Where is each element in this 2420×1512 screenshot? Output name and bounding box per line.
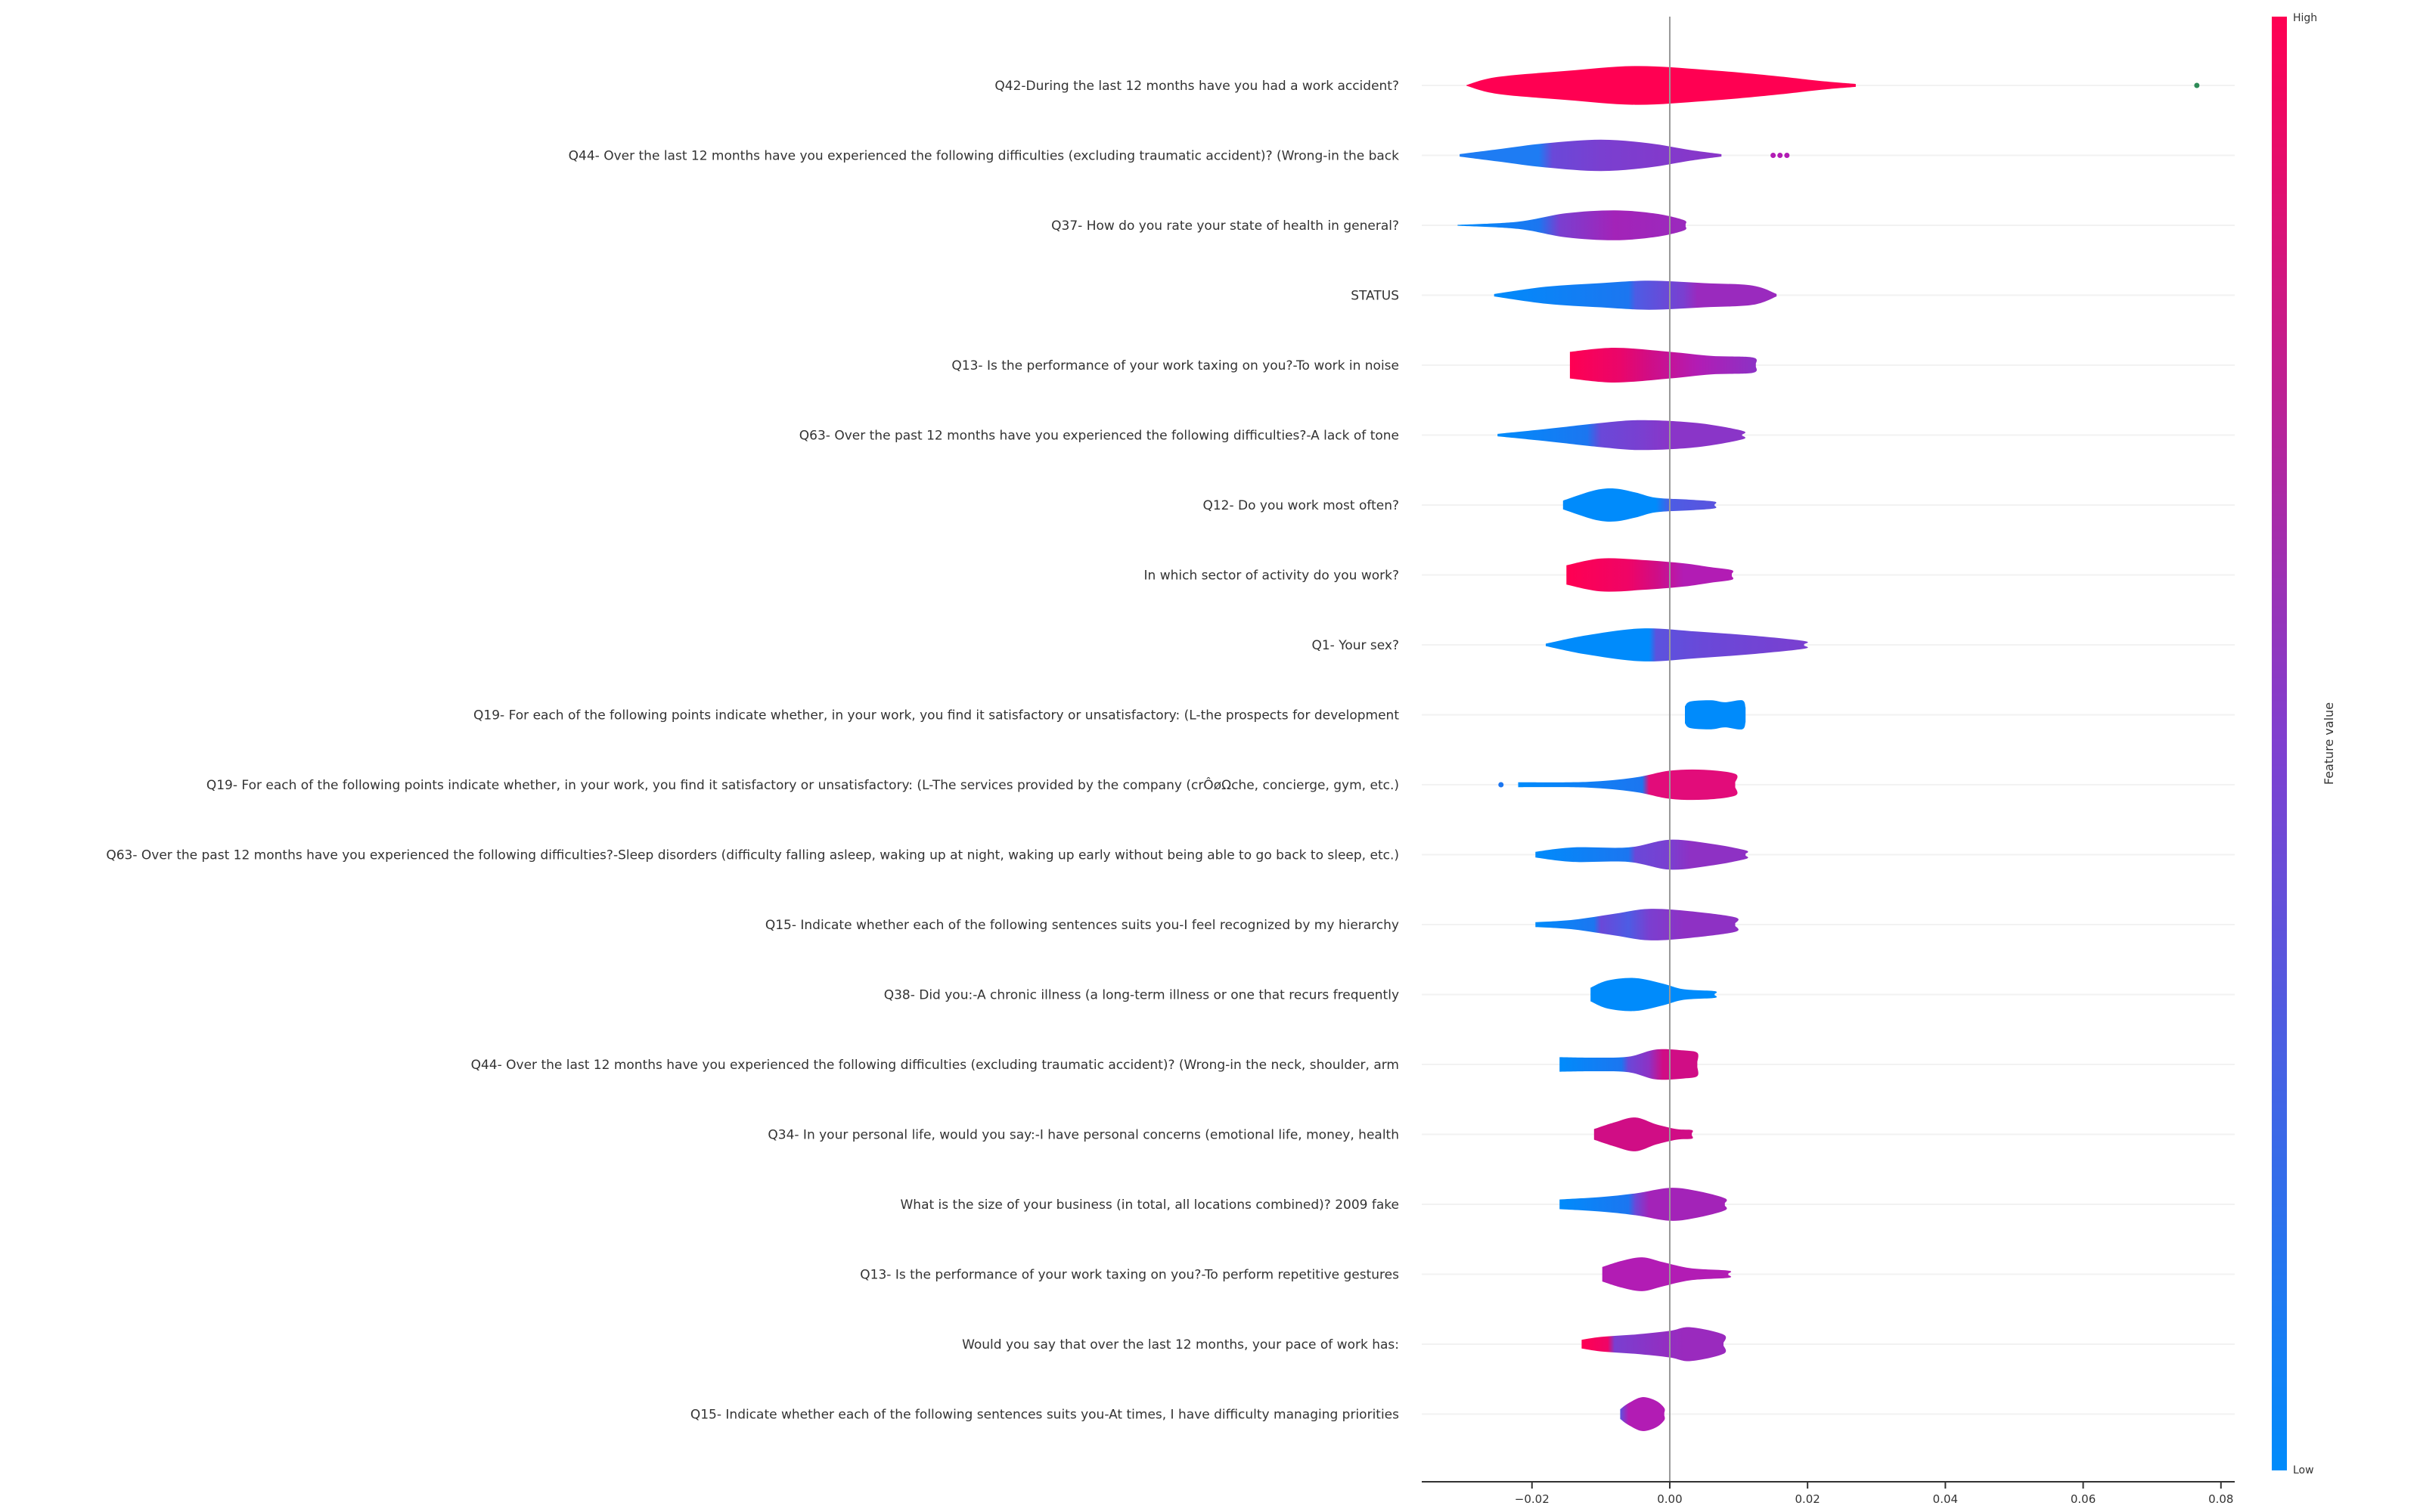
outlier-point — [1784, 153, 1790, 158]
feature-label: Q38- Did you:-A chronic illness (a long-… — [884, 988, 1399, 1003]
feature-label: Would you say that over the last 12 mont… — [962, 1337, 1399, 1352]
violin-shape — [1460, 139, 1722, 172]
violin-shape — [1581, 1327, 1727, 1362]
feature-row: Q15- Indicate whether each of the follow… — [765, 909, 2235, 940]
x-tick-label: 0.04 — [1933, 1492, 1958, 1506]
x-tick-label: 0.08 — [2208, 1492, 2233, 1506]
feature-row: In which sector of activity do you work? — [1144, 558, 2235, 592]
feature-row: Q1- Your sex? — [1311, 628, 2235, 662]
outlier-point — [1777, 153, 1783, 158]
colorbar-title: Feature value — [2322, 702, 2336, 785]
feature-label: Q13- Is the performance of your work tax… — [951, 358, 1399, 373]
x-tick-label: 0.06 — [2071, 1492, 2096, 1506]
violin-shape — [1546, 628, 1808, 662]
x-axis: −0.02 0.00 0.02 0.04 0.06 0.08 — [1422, 1481, 2235, 1506]
feature-label: Q44- Over the last 12 months have you ex… — [471, 1058, 1399, 1073]
feature-row: Q63- Over the past 12 months have you ex… — [106, 839, 2235, 870]
feature-label: Q63- Over the past 12 months have you ex… — [106, 848, 1399, 863]
x-tick-label: 0.00 — [1657, 1492, 1682, 1506]
violin-shape — [1685, 700, 1746, 730]
feature-label: Q42-During the last 12 months have you h… — [994, 79, 1399, 94]
feature-label: Q63- Over the past 12 months have you ex… — [799, 429, 1399, 444]
violin-shape — [1620, 1397, 1665, 1431]
violin-shape — [1535, 909, 1739, 940]
feature-row: Q63- Over the past 12 months have you ex… — [799, 420, 2235, 451]
colorbar-low-label: Low — [2293, 1464, 2314, 1476]
feature-label: Q15- Indicate whether each of the follow… — [690, 1408, 1399, 1423]
colorbar-high-label: High — [2293, 12, 2317, 24]
violin-shape — [1602, 1257, 1732, 1291]
feature-row: Q19- For each of the following points in… — [206, 769, 2235, 801]
colorbar: High Low Feature value — [2272, 12, 2336, 1476]
violin-shape — [1497, 420, 1745, 451]
violin-shape — [1559, 1188, 1727, 1221]
feature-rows: Q42-During the last 12 months have you h… — [106, 66, 2235, 1431]
colorbar-gradient — [2272, 17, 2287, 1470]
violin-shape — [1518, 769, 1738, 801]
violin-shape — [1559, 1049, 1699, 1080]
feature-row: Q37- How do you rate your state of healt… — [1051, 210, 2235, 240]
feature-label: Q44- Over the last 12 months have you ex… — [569, 149, 1399, 164]
feature-row: Q19- For each of the following points in… — [473, 700, 2235, 730]
x-tick-label: −0.02 — [1515, 1492, 1550, 1506]
feature-row: Q42-During the last 12 months have you h… — [994, 66, 2235, 105]
feature-row: What is the size of your business (in to… — [900, 1188, 2235, 1221]
violin-shape — [1569, 348, 1758, 383]
x-tick-label: 0.02 — [1795, 1492, 1820, 1506]
feature-label: Q37- How do you rate your state of healt… — [1051, 218, 1399, 234]
feature-label: STATUS — [1351, 289, 1399, 304]
outlier-point — [1770, 153, 1776, 158]
feature-label: Q15- Indicate whether each of the follow… — [765, 918, 1399, 933]
feature-row: Q34- In your personal life, would you sa… — [768, 1117, 2235, 1151]
feature-label: In which sector of activity do you work? — [1144, 569, 1400, 584]
feature-row: Q38- Did you:-A chronic illness (a long-… — [884, 978, 2235, 1012]
violin-shape — [1562, 488, 1717, 522]
feature-row: Q15- Indicate whether each of the follow… — [690, 1397, 2235, 1431]
outlier-point — [1498, 782, 1504, 788]
violin-shape — [1593, 1117, 1693, 1151]
feature-label: Q19- For each of the following points in… — [206, 776, 1399, 793]
violin-shape — [1457, 210, 1686, 240]
feature-row: Q13- Is the performance of your work tax… — [951, 348, 2235, 383]
feature-label: Q19- For each of the following points in… — [473, 708, 1399, 723]
violin-shape — [1590, 978, 1717, 1012]
feature-row: STATUS — [1351, 280, 2235, 310]
violin-shape — [1566, 558, 1733, 592]
feature-label: Q13- Is the performance of your work tax… — [860, 1268, 1399, 1283]
feature-row: Would you say that over the last 12 mont… — [962, 1327, 2235, 1362]
feature-row: Q44- Over the last 12 months have you ex… — [569, 139, 2235, 172]
outlier-point — [2194, 82, 2200, 88]
feature-label: Q1- Your sex? — [1311, 638, 1399, 653]
violin-shape — [1494, 280, 1777, 310]
feature-label: What is the size of your business (in to… — [900, 1198, 1399, 1213]
feature-row: Q13- Is the performance of your work tax… — [860, 1257, 2235, 1291]
feature-label: Q34- In your personal life, would you sa… — [768, 1128, 1399, 1143]
feature-label: Q12- Do you work most often? — [1202, 498, 1399, 513]
feature-row: Q44- Over the last 12 months have you ex… — [471, 1049, 2235, 1080]
feature-row: Q12- Do you work most often? — [1202, 488, 2235, 522]
violin-shape — [1466, 66, 1856, 105]
violin-shape — [1535, 839, 1748, 870]
